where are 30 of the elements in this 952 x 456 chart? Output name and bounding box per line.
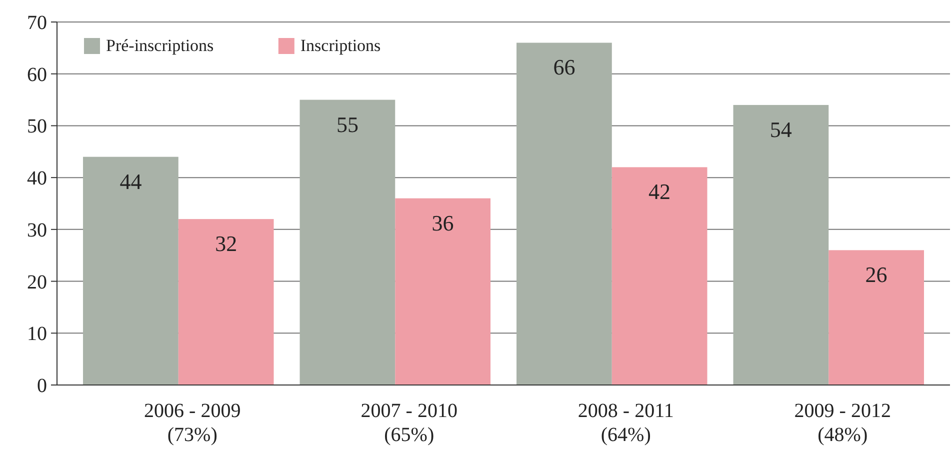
- bar: [828, 250, 924, 385]
- y-tick-label: 50: [27, 116, 47, 138]
- x-tick-label: 2007 - 2010 (65%): [360, 400, 458, 446]
- bar: [395, 198, 490, 385]
- x-tick-label: 2008 - 2011 (64%): [578, 400, 674, 446]
- y-tick-label: 40: [27, 168, 47, 190]
- y-tick-label: 20: [27, 271, 47, 294]
- bar: [83, 156, 178, 385]
- x-tick-label: 2009 - 2012 (48%): [794, 400, 891, 446]
- data-label: 42: [648, 179, 671, 204]
- data-label: 36: [432, 210, 454, 236]
- y-tick-label: 10: [27, 323, 47, 346]
- y-tick-label: 70: [27, 12, 47, 34]
- bar: [300, 100, 396, 385]
- data-label: 54: [770, 116, 792, 142]
- bar: [733, 104, 829, 385]
- data-label: 55: [336, 112, 358, 137]
- bar: [178, 219, 274, 385]
- data-label: 44: [120, 168, 142, 194]
- y-tick-label: 60: [27, 64, 47, 86]
- bar: [516, 42, 612, 385]
- legend-label: Pré-inscriptions: [106, 36, 214, 55]
- legend-label: Inscriptions: [300, 36, 381, 55]
- data-label: 66: [553, 54, 576, 80]
- data-label: 32: [215, 231, 238, 256]
- y-tick-label: 0: [37, 375, 47, 397]
- bar: [612, 167, 708, 385]
- data-label: 26: [865, 262, 888, 288]
- x-tick-label: 2006 - 2009 (73%): [144, 400, 241, 446]
- y-tick-label: 30: [27, 219, 47, 242]
